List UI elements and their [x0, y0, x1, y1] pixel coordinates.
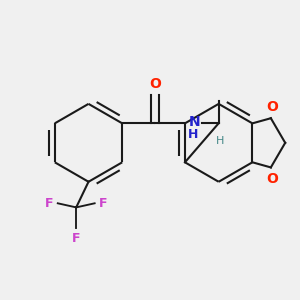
Text: H: H	[215, 136, 224, 146]
Text: F: F	[45, 197, 54, 210]
Text: H: H	[188, 128, 199, 141]
Text: F: F	[72, 232, 80, 245]
Text: F: F	[99, 197, 107, 210]
Text: O: O	[266, 100, 278, 114]
Text: N: N	[188, 115, 200, 129]
Text: O: O	[149, 76, 161, 91]
Text: O: O	[266, 172, 278, 185]
